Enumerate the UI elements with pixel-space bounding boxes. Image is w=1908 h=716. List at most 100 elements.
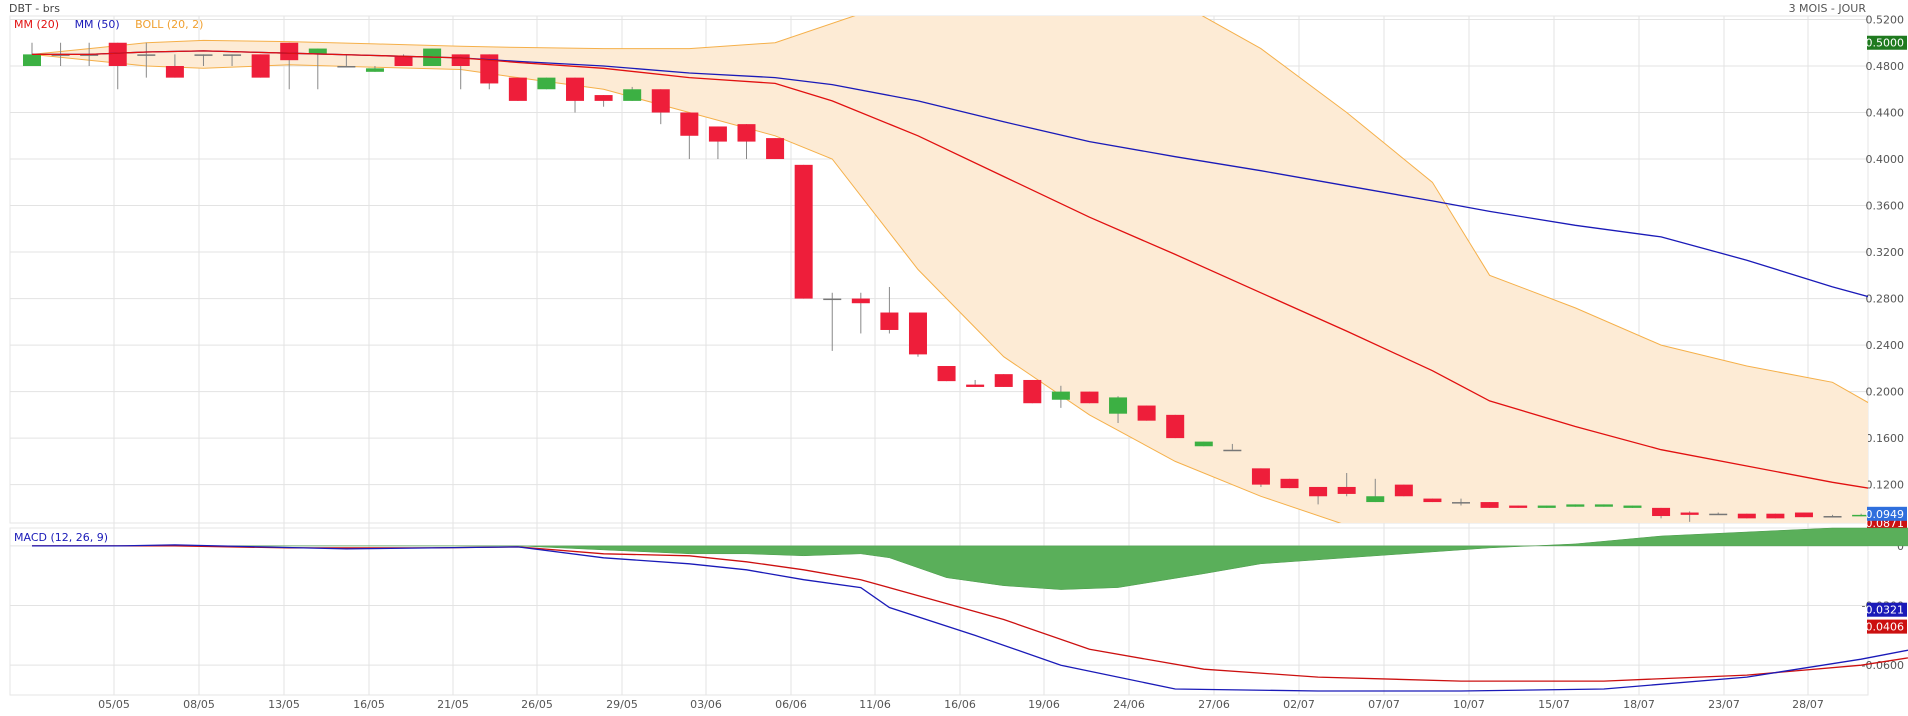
- candle-body: [994, 374, 1013, 387]
- candle-body: [1051, 391, 1070, 400]
- x-tick-label: 27/06: [1198, 698, 1230, 711]
- macd-line: [32, 544, 1908, 692]
- candle-body: [1852, 514, 1868, 517]
- candle-body: [1509, 505, 1528, 508]
- candle-body: [1166, 414, 1185, 439]
- candle-body: [137, 54, 156, 56]
- x-tick-label: 05/05: [98, 698, 130, 711]
- legend-macd[interactable]: MACD (12, 26, 9): [14, 531, 109, 544]
- candle-body: [851, 298, 870, 304]
- y-tick-label: 0.4800: [1866, 60, 1905, 73]
- x-tick-label: 10/07: [1453, 698, 1485, 711]
- x-tick-label: 02/07: [1283, 698, 1315, 711]
- candle-body: [1823, 516, 1842, 518]
- candle-body: [566, 77, 585, 101]
- candle-body: [394, 56, 413, 67]
- mm20-line: [32, 50, 1868, 489]
- candle-body: [623, 89, 642, 101]
- x-tick-label: 03/06: [690, 698, 722, 711]
- candle-body: [1594, 504, 1613, 507]
- candle-body: [1623, 505, 1642, 508]
- candle-body: [451, 54, 470, 67]
- x-tick-label: 13/05: [268, 698, 300, 711]
- mm20-value-tag: 0.0949: [1866, 508, 1905, 521]
- x-tick-label: 23/07: [1708, 698, 1740, 711]
- candle-body: [1737, 513, 1756, 519]
- y-tick-label: 0.2400: [1866, 339, 1905, 352]
- candle-body: [794, 164, 813, 299]
- price-legend: MM (20) MM (50) BOLL (20, 2): [14, 18, 215, 31]
- candle-body: [1452, 502, 1470, 504]
- candle-body: [308, 48, 327, 55]
- x-tick-label: 19/06: [1028, 698, 1060, 711]
- candle-body: [1023, 379, 1042, 404]
- candle-body: [1309, 486, 1328, 497]
- candle-body: [1566, 504, 1585, 507]
- candle-body: [194, 54, 213, 56]
- x-tick-label: 07/07: [1368, 698, 1400, 711]
- legend-bollinger[interactable]: BOLL (20, 2): [135, 18, 204, 31]
- candle-body: [1680, 512, 1699, 515]
- candle-body: [1366, 496, 1385, 503]
- signal-value-tag-bg: [1867, 619, 1907, 634]
- x-tick-label: 06/06: [775, 698, 807, 711]
- candle-body: [1766, 513, 1785, 519]
- x-tick-label: 11/06: [859, 698, 891, 711]
- x-tick-label: 08/05: [183, 698, 215, 711]
- candle-body: [908, 312, 927, 355]
- candle-body: [1251, 468, 1270, 485]
- candle-body: [1080, 391, 1099, 404]
- macd-value-tag-bg: [1867, 602, 1907, 617]
- candle-body: [594, 95, 613, 101]
- period-selector[interactable]: 3 MOIS - JOUR: [1788, 2, 1866, 15]
- y-tick-label: 0.1200: [1866, 479, 1905, 492]
- y-tick-label: 0.2800: [1866, 293, 1905, 306]
- x-tick-label: 29/05: [606, 698, 638, 711]
- x-tick-label: 16/06: [944, 698, 976, 711]
- candle-body: [937, 366, 956, 382]
- x-tick-label: 24/06: [1113, 698, 1145, 711]
- macd-y-tick-label: 0: [1897, 540, 1904, 553]
- x-tick-label: 28/07: [1792, 698, 1824, 711]
- y-tick-label: 0.3200: [1866, 246, 1905, 259]
- candle-body: [680, 112, 699, 136]
- x-tick-label: 26/05: [521, 698, 553, 711]
- candle-body: [708, 126, 727, 142]
- candle-body: [1709, 513, 1728, 516]
- candle-body: [1480, 502, 1499, 508]
- candle-body: [1109, 397, 1128, 414]
- x-tick-label: 15/07: [1538, 698, 1570, 711]
- candle-body: [508, 77, 527, 101]
- candle-body: [23, 54, 41, 67]
- y-tick-label: 0.2000: [1866, 386, 1905, 399]
- x-tick-label: 18/07: [1623, 698, 1655, 711]
- bollinger-upper-line: [31, 16, 1868, 404]
- y-tick-label: 0.4000: [1866, 153, 1905, 166]
- candle-body: [280, 42, 299, 61]
- x-tick-label: 21/05: [437, 698, 469, 711]
- macd-y-tick-label: -0.0600: [1862, 659, 1904, 672]
- candle-body: [480, 54, 499, 84]
- candle-body: [823, 298, 842, 301]
- candle-body: [1280, 478, 1299, 489]
- candle-body: [1137, 405, 1156, 421]
- last-price-tag-bg: [1867, 35, 1907, 50]
- legend-mm50[interactable]: MM (50): [74, 18, 120, 31]
- candle-body: [223, 54, 242, 56]
- candle-body: [80, 54, 99, 56]
- candle-body: [1394, 484, 1413, 497]
- candle-body: [365, 68, 384, 72]
- candle-body: [537, 77, 556, 90]
- candle-body: [1194, 441, 1213, 447]
- bollinger-band-fill: [32, 16, 1868, 523]
- candle-body: [51, 54, 70, 56]
- x-tick-label: 16/05: [353, 698, 385, 711]
- candle-body: [108, 42, 127, 67]
- signal-value-tag: -0.0406: [1862, 621, 1904, 634]
- mm20-value-tag-bg: [1867, 506, 1907, 521]
- candle-body: [1652, 507, 1671, 517]
- candle-body: [1337, 486, 1356, 494]
- legend-mm20[interactable]: MM (20): [14, 18, 60, 31]
- y-tick-label: 0.1600: [1866, 432, 1905, 445]
- y-tick-label: 0.5200: [1866, 13, 1905, 26]
